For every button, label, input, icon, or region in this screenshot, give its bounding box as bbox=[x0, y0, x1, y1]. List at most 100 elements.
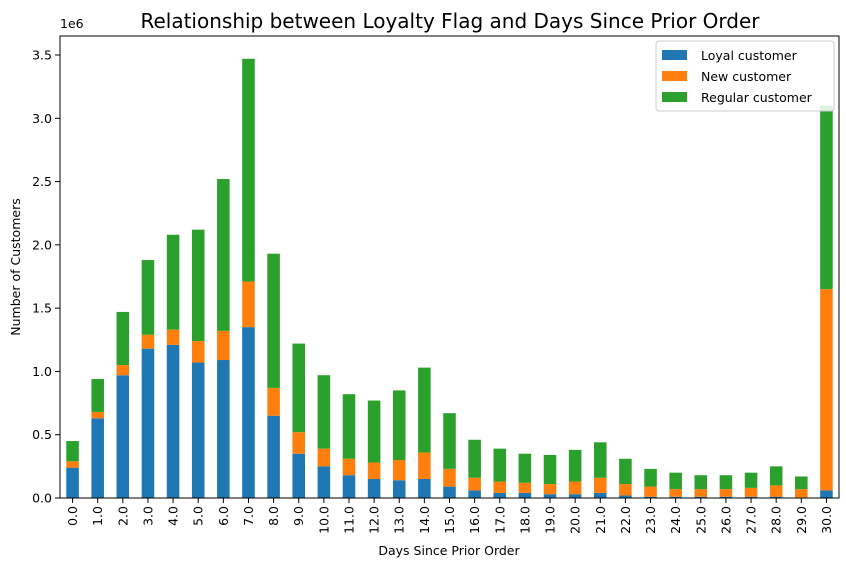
bar-regular-customer-23-0 bbox=[644, 468, 657, 487]
bar-loyal-customer-24-0 bbox=[669, 496, 682, 498]
bar-loyal-customer-28-0 bbox=[769, 496, 783, 498]
bar-new-customer-0-0 bbox=[66, 461, 79, 468]
bar-new-customer-10-0 bbox=[317, 448, 331, 467]
bar-new-customer-12-0 bbox=[367, 462, 381, 480]
plot-frame bbox=[59, 35, 840, 499]
x-tick-label: 17.0 bbox=[492, 506, 507, 534]
y-tick-label: 3.0 bbox=[32, 111, 52, 126]
bar-new-customer-6-0 bbox=[217, 330, 230, 361]
bar-regular-customer-8-0 bbox=[267, 253, 280, 388]
y-tick-label: 3.5 bbox=[32, 47, 52, 62]
bar-regular-customer-12-0 bbox=[367, 400, 381, 463]
y-tick-label: 2.5 bbox=[32, 174, 52, 189]
y-tick-label: 1.0 bbox=[32, 364, 52, 379]
x-tick-label: 24.0 bbox=[668, 506, 683, 534]
bar-loyal-customer-1-0 bbox=[91, 418, 104, 498]
bar-regular-customer-26-0 bbox=[719, 475, 733, 490]
legend-swatch bbox=[662, 71, 687, 81]
bar-regular-customer-2-0 bbox=[116, 311, 130, 366]
x-tick-label: 13.0 bbox=[392, 506, 407, 534]
x-tick-label: 18.0 bbox=[517, 506, 532, 534]
legend-frame bbox=[655, 40, 835, 112]
bar-regular-customer-1-0 bbox=[91, 379, 104, 412]
bar-regular-customer-9-0 bbox=[292, 343, 305, 433]
legend-swatch bbox=[662, 50, 687, 60]
bar-regular-customer-17-0 bbox=[493, 448, 507, 482]
bar-regular-customer-18-0 bbox=[518, 453, 532, 483]
bar-loyal-customer-8-0 bbox=[267, 415, 280, 498]
bar-regular-customer-19-0 bbox=[543, 454, 557, 485]
bar-regular-customer-21-0 bbox=[593, 442, 607, 478]
bar-loyal-customer-5-0 bbox=[191, 362, 205, 498]
bar-new-customer-16-0 bbox=[468, 477, 481, 491]
bar-new-customer-25-0 bbox=[694, 489, 708, 497]
bar-regular-customer-6-0 bbox=[217, 179, 230, 331]
bar-loyal-customer-25-0 bbox=[694, 496, 708, 498]
bar-regular-customer-25-0 bbox=[694, 475, 708, 490]
bar-new-customer-7-0 bbox=[242, 281, 255, 328]
x-axis-label: Days Since Prior Order bbox=[378, 543, 520, 558]
x-tick-label: 21.0 bbox=[593, 506, 608, 534]
y-tick-label: 0.0 bbox=[32, 491, 52, 506]
bar-new-customer-26-0 bbox=[719, 489, 733, 497]
y-axis-label: Number of Customers bbox=[8, 198, 23, 335]
x-tick-label: 7.0 bbox=[241, 506, 256, 526]
legend: Loyal customer New customer Regular custom… bbox=[655, 40, 835, 112]
x-tick-label: 0.0 bbox=[65, 506, 80, 526]
bar-regular-customer-15-0 bbox=[443, 413, 456, 469]
bar-loyal-customer-14-0 bbox=[418, 479, 431, 498]
bar-loyal-customer-18-0 bbox=[518, 492, 532, 498]
bar-loyal-customer-20-0 bbox=[568, 494, 582, 498]
x-tick-label: 10.0 bbox=[316, 506, 331, 534]
x-tick-label: 26.0 bbox=[718, 506, 733, 534]
x-tick-label: 1.0 bbox=[90, 506, 105, 526]
bar-regular-customer-0-0 bbox=[66, 441, 79, 462]
x-tick-label: 29.0 bbox=[794, 506, 809, 534]
bar-new-customer-28-0 bbox=[769, 485, 783, 497]
x-tick-label: 15.0 bbox=[442, 506, 457, 534]
bar-new-customer-18-0 bbox=[518, 482, 532, 493]
bar-loyal-customer-12-0 bbox=[367, 479, 381, 498]
bar-regular-customer-30-0 bbox=[820, 105, 833, 290]
bar-loyal-customer-3-0 bbox=[141, 348, 155, 498]
y-axis: 0.0 0.5 1.0 1.5 2.0 2.5 3.0 3.5 bbox=[32, 47, 60, 506]
x-tick-label: 2.0 bbox=[115, 506, 130, 526]
x-tick-label: 12.0 bbox=[367, 506, 382, 534]
bar-new-customer-4-0 bbox=[166, 329, 180, 345]
bar-new-customer-3-0 bbox=[141, 334, 155, 349]
x-tick-label: 27.0 bbox=[744, 506, 759, 534]
bar-loyal-customer-15-0 bbox=[443, 486, 456, 498]
bar-regular-customer-29-0 bbox=[795, 476, 808, 490]
y-tick-label: 2.0 bbox=[32, 237, 52, 252]
bar-new-customer-23-0 bbox=[644, 486, 657, 497]
bar-loyal-customer-16-0 bbox=[468, 490, 481, 498]
bar-new-customer-5-0 bbox=[191, 341, 205, 363]
bar-loyal-customer-13-0 bbox=[392, 480, 406, 498]
bar-regular-customer-16-0 bbox=[468, 439, 481, 478]
bar-loyal-customer-22-0 bbox=[619, 495, 632, 498]
bar-regular-customer-28-0 bbox=[769, 466, 783, 486]
bar-regular-customer-4-0 bbox=[166, 234, 180, 330]
x-tick-label: 3.0 bbox=[140, 506, 155, 526]
bar-loyal-customer-4-0 bbox=[166, 344, 180, 498]
x-tick-label: 11.0 bbox=[341, 506, 356, 534]
bar-new-customer-19-0 bbox=[543, 484, 557, 495]
bar-loyal-customer-23-0 bbox=[644, 496, 657, 498]
bar-loyal-customer-26-0 bbox=[719, 496, 733, 498]
bar-new-customer-22-0 bbox=[619, 484, 632, 496]
bar-regular-customer-13-0 bbox=[392, 390, 406, 461]
bar-new-customer-15-0 bbox=[443, 468, 456, 487]
bar-regular-customer-10-0 bbox=[317, 375, 331, 449]
bar-loyal-customer-19-0 bbox=[543, 494, 557, 498]
x-tick-label: 20.0 bbox=[568, 506, 583, 534]
bar-new-customer-21-0 bbox=[593, 477, 607, 493]
x-tick-label: 8.0 bbox=[266, 506, 281, 526]
bar-regular-customer-11-0 bbox=[342, 394, 356, 459]
bar-regular-customer-5-0 bbox=[191, 229, 205, 342]
y-tick-label: 1.5 bbox=[32, 301, 52, 316]
bar-new-customer-17-0 bbox=[493, 481, 507, 493]
bar-loyal-customer-6-0 bbox=[217, 360, 230, 498]
bar-new-customer-24-0 bbox=[669, 489, 682, 497]
x-tick-label: 28.0 bbox=[769, 506, 784, 534]
